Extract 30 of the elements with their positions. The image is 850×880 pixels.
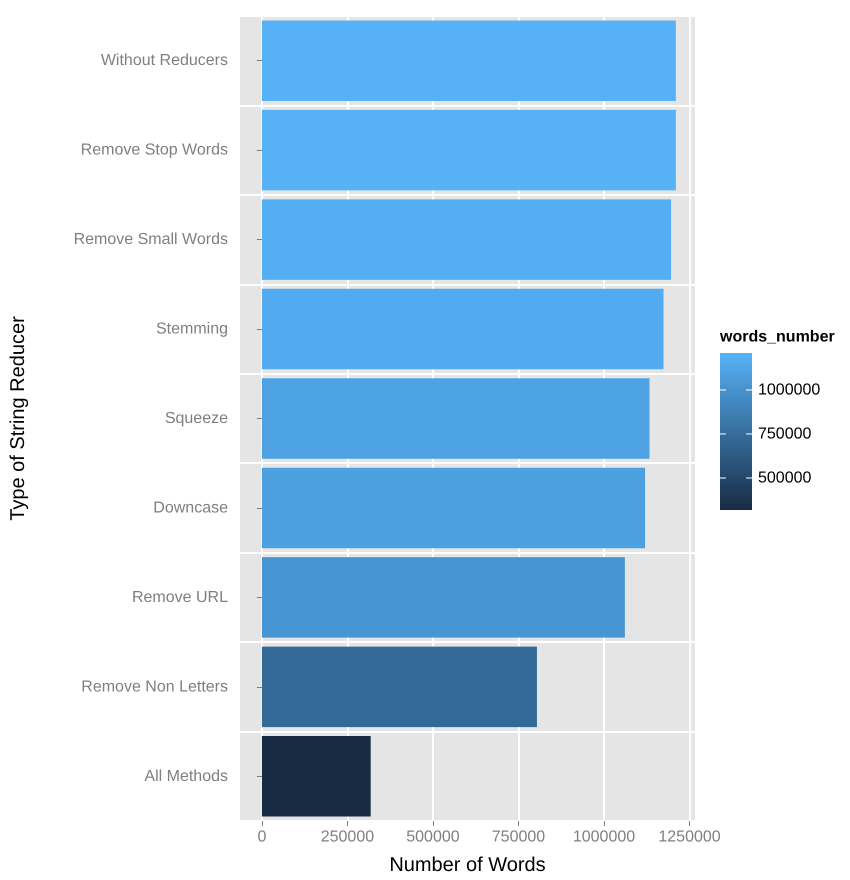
x-tick-label: 0 [257, 828, 266, 846]
bar [262, 557, 625, 638]
y-tick-label: Without Reducers [100, 52, 228, 70]
bar [262, 378, 650, 459]
bar [262, 468, 646, 548]
y-tick-label: Remove URL [132, 588, 228, 606]
y-tick-label: Stemming [156, 320, 228, 338]
y-tick-label: Squeeze [164, 410, 228, 427]
bar [262, 20, 676, 101]
y-tick-label: All Methods [144, 768, 228, 785]
x-tick-label: 1000000 [572, 828, 636, 846]
x-tick-label: 1250000 [658, 828, 721, 846]
color-bar-label: 750000 [758, 425, 812, 442]
color-bar-label: 1000000 [758, 381, 820, 398]
x-tick-label: 250000 [320, 828, 374, 846]
bar [262, 646, 537, 728]
y-tick-label: Downcase [153, 499, 228, 516]
x-axis-title: Number of Words [389, 854, 546, 876]
y-axis-title: Type of String Reducer [7, 316, 29, 521]
bar [262, 288, 664, 370]
bar [262, 736, 371, 817]
bar [262, 110, 676, 190]
bar [262, 199, 672, 280]
color-bar-label: 500000 [758, 469, 812, 486]
y-tick-label: Remove Non Letters [81, 678, 228, 696]
x-tick-label: 500000 [406, 828, 460, 846]
y-tick-label: Remove Small Words [74, 231, 228, 248]
legend-title: words_number [719, 328, 835, 346]
y-tick-label: Remove Stop Words [80, 142, 228, 159]
x-tick-label: 750000 [492, 828, 546, 846]
